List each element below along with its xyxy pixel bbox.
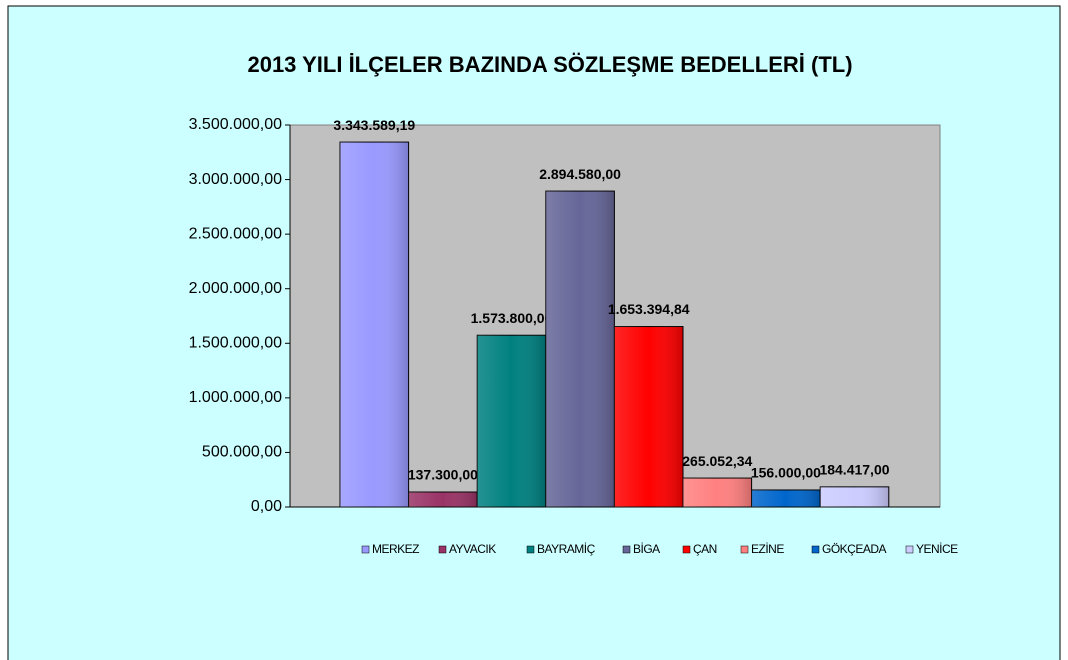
legend-swatch — [361, 545, 370, 554]
legend-swatch — [526, 545, 535, 554]
legend-label: BAYRAMİÇ — [537, 542, 596, 556]
legend-swatch — [740, 545, 749, 554]
chart-title: 2013 YILI İLÇELER BAZINDA SÖZLEŞME BEDEL… — [247, 52, 852, 77]
legend-label: BİGA — [633, 542, 660, 556]
bar-shade — [683, 478, 752, 507]
y-tick-label: 2.000.000,00 — [189, 280, 283, 297]
legend-label: EZİNE — [751, 542, 784, 556]
bar-shade — [408, 492, 478, 507]
data-label: 184.417,00 — [819, 462, 889, 478]
data-label: 1.573.800,00 — [471, 310, 553, 326]
bar-shade — [751, 489, 821, 507]
bar-shade — [614, 326, 683, 507]
legend-label: ÇAN — [693, 542, 717, 556]
legend-label: MERKEZ — [372, 542, 419, 556]
legend-swatch — [905, 545, 914, 554]
data-label: 137.300,00 — [408, 467, 478, 483]
bar-shade — [340, 142, 409, 508]
legend-label: AYVACIK — [449, 542, 496, 556]
y-tick-label: 0,00 — [251, 498, 282, 515]
y-tick-label: 500.000,00 — [202, 444, 282, 461]
legend-label: GÖKÇEADA — [822, 542, 887, 556]
legend-swatch — [438, 545, 447, 554]
y-tick-label: 1.000.000,00 — [189, 389, 283, 406]
legend-swatch — [682, 545, 691, 554]
bar-shade — [477, 335, 546, 507]
data-label: 2.894.580,00 — [539, 166, 621, 182]
bar-shade — [820, 486, 889, 507]
y-tick-label: 3.000.000,00 — [189, 171, 283, 188]
data-label: 3.343.589,19 — [333, 117, 415, 133]
data-label: 156.000,00 — [751, 465, 821, 481]
legend-swatch — [811, 545, 820, 554]
y-tick-label: 1.500.000,00 — [189, 335, 283, 352]
bar-shade — [545, 191, 615, 507]
legend-label: YENİCE — [916, 542, 958, 556]
legend-swatch — [622, 545, 631, 554]
data-label: 1.653.394,84 — [608, 301, 690, 317]
y-tick-label: 2.500.000,00 — [189, 225, 283, 242]
y-tick-label: 3.500.000,00 — [189, 116, 283, 133]
data-label: 265.052,34 — [682, 453, 752, 469]
